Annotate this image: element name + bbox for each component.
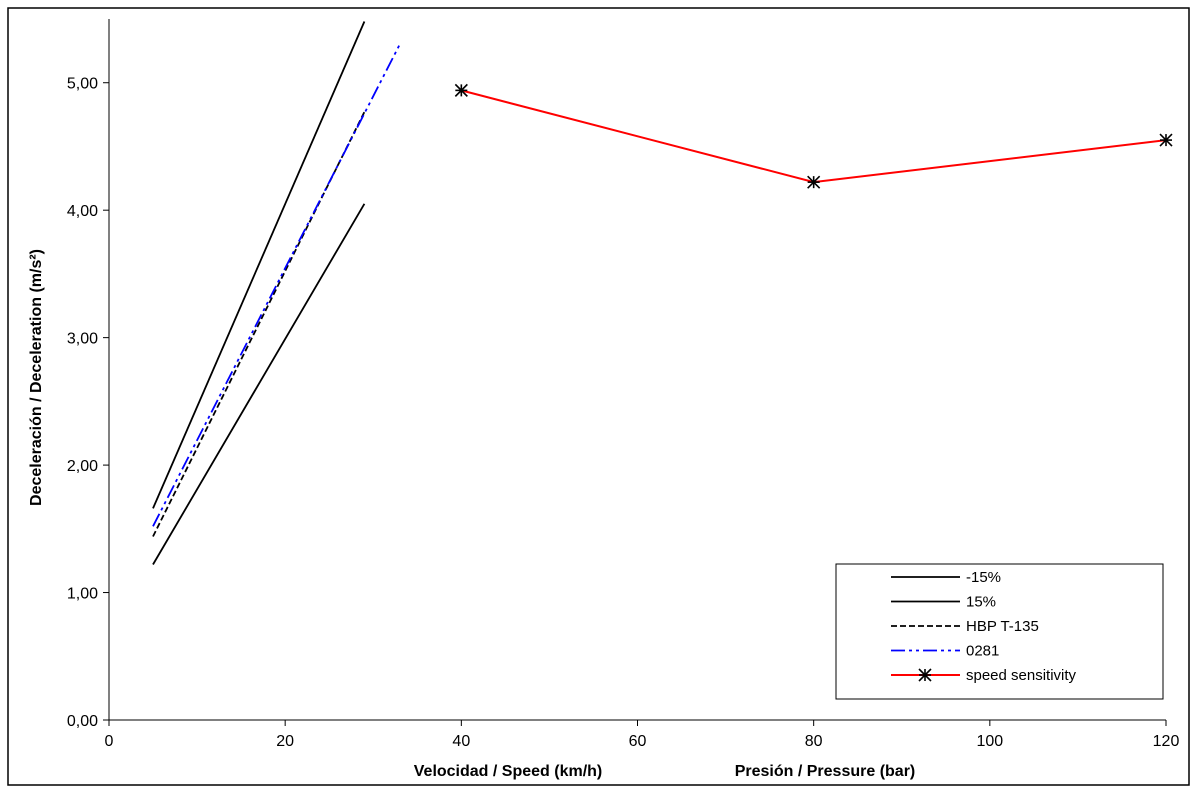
x-tick-label: 120 xyxy=(1153,733,1180,750)
series-line-0 xyxy=(152,21,366,509)
x-axis-title-pressure: Presión / Pressure (bar) xyxy=(735,763,916,780)
legend: -15% 15% HBP T-135 0281 speed sensitivity xyxy=(835,563,1164,700)
legend-box xyxy=(835,563,1164,700)
series-line-3 xyxy=(152,44,401,527)
legend-label: speed sensitivity xyxy=(966,667,1077,684)
series-line-2 xyxy=(152,111,366,537)
data-point-marker xyxy=(454,83,468,97)
y-tick-label: 0,00 xyxy=(67,713,98,730)
legend-label: HBP T-135 xyxy=(966,618,1039,635)
x-tick-label: 100 xyxy=(976,733,1003,750)
legend-marker xyxy=(918,668,932,682)
x-axis-title: Velocidad / Speed (km/h) xyxy=(414,763,603,780)
series-line-1 xyxy=(152,203,366,565)
x-tick-label: 80 xyxy=(805,733,823,750)
data-point-marker xyxy=(807,175,821,189)
x-tick-label: 60 xyxy=(629,733,647,750)
data-point-marker xyxy=(1159,133,1173,147)
axes: 0 20 40 60 80 100 120 0,00 1,00 2,00 3,00 4,00 5,00 xyxy=(67,19,1180,750)
x-tick-label: 20 xyxy=(276,733,294,750)
x-tick-label: 40 xyxy=(452,733,470,750)
legend-label: -15% xyxy=(966,569,1001,586)
y-tick-label: 3,00 xyxy=(67,331,98,348)
y-tick-label: 2,00 xyxy=(67,458,98,475)
series-layer xyxy=(152,21,1173,565)
y-tick-label: 4,00 xyxy=(67,203,98,220)
legend-label: 0281 xyxy=(966,643,999,660)
y-axis-title: Deceleración / Deceleration (m/s²) xyxy=(28,249,45,506)
y-tick-label: 5,00 xyxy=(67,76,98,93)
y-tick-label: 1,00 xyxy=(67,586,98,603)
legend-label: 15% xyxy=(966,594,996,611)
x-tick-label: 0 xyxy=(105,733,114,750)
